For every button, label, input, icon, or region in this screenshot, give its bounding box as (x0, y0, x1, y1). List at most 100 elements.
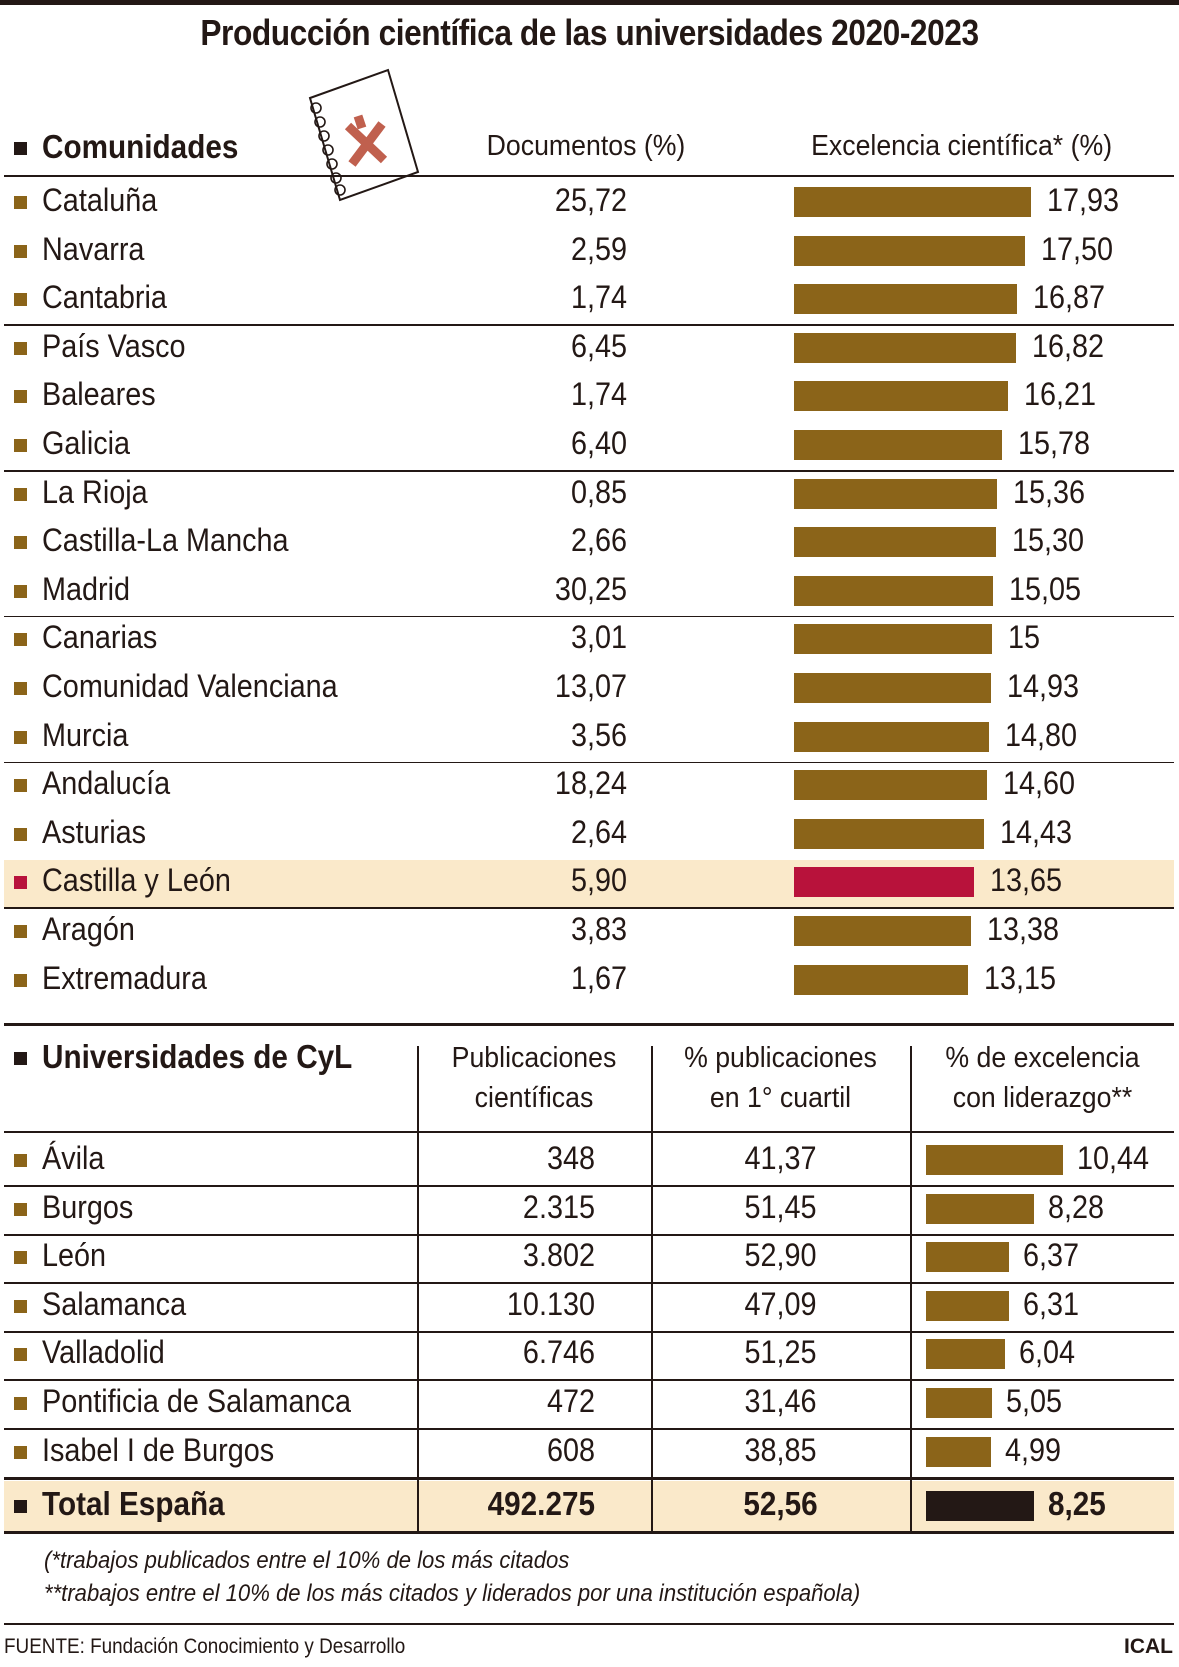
lead-value: 6,37 (1023, 1237, 1080, 1274)
row-marker (14, 827, 27, 841)
row-marker (14, 973, 27, 987)
row-divider (4, 1476, 1174, 1480)
excellence-bar (794, 284, 1017, 315)
row-label: Andalucía (42, 765, 171, 802)
total-lead-bar (926, 1491, 1035, 1521)
documents-value: 6,40 (570, 425, 627, 461)
row-marker (14, 730, 27, 744)
excellence-bar (794, 964, 968, 995)
total-pubs: 492.275 (487, 1485, 595, 1522)
notebook-icon (308, 68, 420, 202)
excellence-bar (794, 332, 1017, 363)
section-header-universidades: Universidades de CyL (42, 1038, 353, 1075)
excellence-value: 15,36 (1012, 473, 1085, 510)
header-divider (4, 1131, 1174, 1133)
pubs-value: 3.802 (522, 1237, 595, 1274)
documents-value: 5,90 (570, 862, 627, 899)
row-marker (14, 925, 27, 938)
top-rule (0, 0, 1179, 5)
header-lead-1: % de excelencia (945, 1042, 1140, 1074)
highlight-row (4, 860, 1174, 909)
documents-value: 18,24 (554, 765, 627, 802)
row-marker (14, 1202, 27, 1216)
lead-value: 6,04 (1019, 1334, 1076, 1371)
documents-value: 2,66 (570, 522, 627, 559)
header-pubs-1: Publicaciones (451, 1042, 617, 1074)
source-text: FUENTE: Fundación Conocimiento y Desarro… (4, 1635, 406, 1658)
section-marker (14, 1052, 27, 1065)
row-label: Valladolid (42, 1334, 165, 1371)
excellence-bar (794, 624, 992, 655)
row-marker (14, 439, 27, 452)
excellence-value: 16,21 (1023, 376, 1097, 413)
excellence-value: 17,93 (1046, 182, 1119, 218)
header-q1-1: % publicaciones (684, 1042, 877, 1074)
row-label: Murcia (42, 716, 129, 753)
row-label: Madrid (42, 570, 131, 607)
row-marker (14, 1154, 27, 1167)
row-label: Castilla y León (42, 862, 231, 899)
group-divider (4, 615, 1174, 618)
column-divider (651, 1046, 653, 1532)
documents-value: 3,83 (570, 911, 627, 947)
row-label: Galicia (42, 425, 131, 461)
cross-icon (344, 114, 388, 167)
excellence-value: 15,78 (1018, 425, 1091, 461)
lead-bar (926, 1242, 1010, 1273)
row-marker (14, 1500, 27, 1513)
q1-value: 51,45 (744, 1188, 817, 1225)
row-label: Navarra (42, 230, 145, 267)
header-pubs-2: científicas (474, 1082, 594, 1114)
lead-bar (926, 1339, 1006, 1370)
row-marker (14, 244, 27, 258)
pubs-value: 10.130 (506, 1285, 595, 1322)
row-marker (14, 341, 27, 355)
footer-divider (4, 1623, 1174, 1625)
row-divider (4, 1379, 1174, 1382)
excellence-value: 14,93 (1007, 668, 1080, 704)
row-label: Baleares (42, 376, 156, 413)
q1-value: 47,09 (744, 1285, 817, 1322)
documents-value: 30,25 (554, 570, 627, 607)
lead-value: 8,28 (1048, 1188, 1105, 1225)
row-divider (4, 1330, 1174, 1333)
row-marker (14, 1348, 27, 1362)
row-label: Comunidad Valenciana (42, 668, 338, 704)
row-marker (14, 779, 27, 793)
section-header-comunidades: Comunidades (42, 128, 239, 165)
lead-bar (926, 1145, 1063, 1175)
q1-value: 41,37 (744, 1140, 817, 1176)
excellence-bar (794, 721, 990, 752)
row-marker (14, 584, 27, 598)
total-label: Total España (42, 1485, 225, 1522)
row-marker (14, 876, 27, 890)
row-label: La Rioja (42, 473, 148, 510)
documents-value: 13,07 (554, 668, 627, 704)
pubs-value: 472 (546, 1383, 595, 1419)
row-divider (4, 1282, 1174, 1285)
excellence-value: 14,80 (1005, 716, 1078, 753)
excellence-value: 14,43 (1000, 813, 1073, 850)
excellence-bar (794, 187, 1031, 217)
row-marker (14, 196, 27, 209)
row-marker (14, 1397, 27, 1410)
pubs-value: 2.315 (522, 1188, 595, 1225)
lead-bar (926, 1388, 993, 1418)
group-divider (4, 761, 1174, 764)
excellence-bar (794, 818, 985, 849)
header-q1-2: en 1° cuartil (709, 1082, 852, 1114)
excellence-bar (794, 527, 996, 558)
row-label: Ávila (42, 1140, 105, 1176)
row-label: Cataluña (42, 182, 158, 218)
lead-value: 6,31 (1022, 1285, 1079, 1322)
header-documents: Documentos (%) (486, 130, 686, 162)
excellence-value: 13,65 (990, 862, 1063, 899)
pubs-value: 608 (546, 1431, 595, 1468)
documents-value: 2,64 (570, 813, 627, 850)
lead-bar (926, 1436, 992, 1467)
group-divider (4, 470, 1174, 472)
documents-value: 25,72 (554, 182, 627, 218)
total-q1: 52,56 (743, 1485, 818, 1522)
excellence-bar (794, 235, 1025, 266)
total-lead-value: 8,25 (1048, 1485, 1106, 1522)
